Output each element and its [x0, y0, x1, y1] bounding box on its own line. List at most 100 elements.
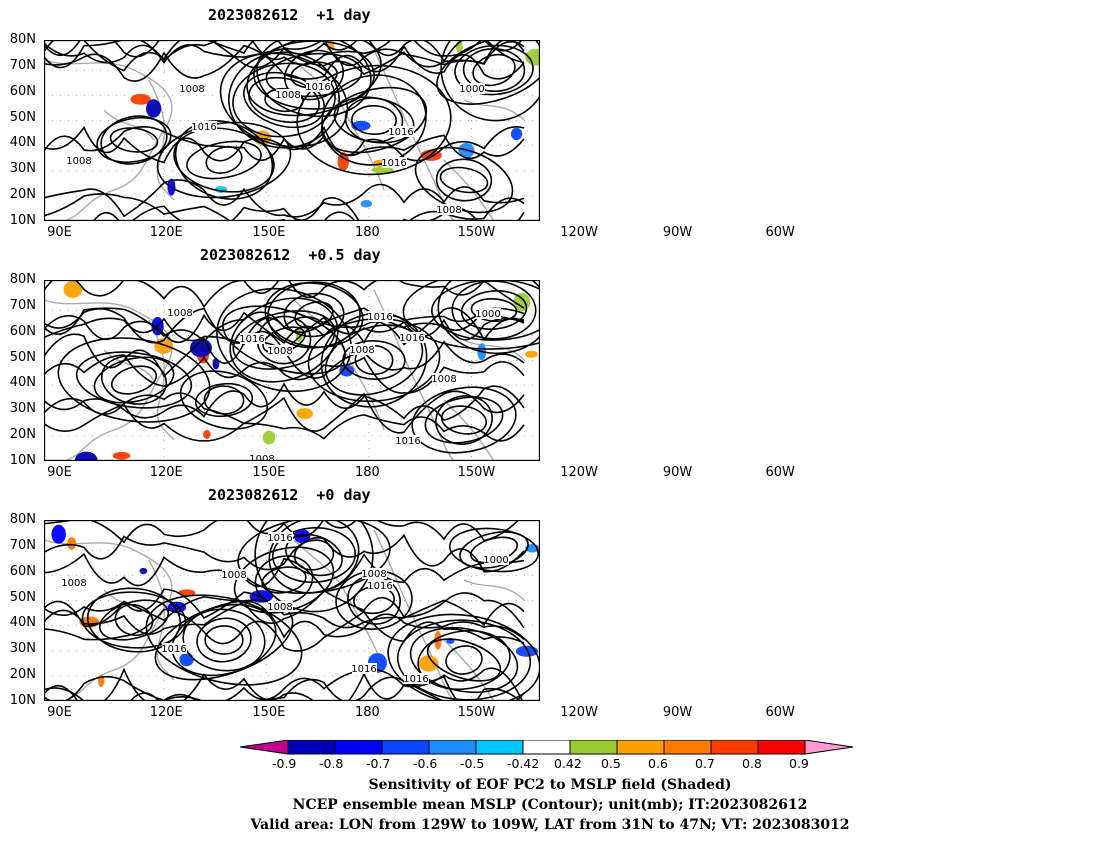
mslp-isobar: [271, 527, 357, 583]
lon-tick-label: 150W: [457, 225, 496, 240]
colorbar-tick-label: -0.6: [413, 756, 438, 771]
lat-tick-label: 50N: [9, 109, 36, 125]
shading-patch: [339, 364, 355, 377]
colorbar-swatch: [710, 740, 759, 755]
mslp-isobar: [44, 672, 525, 701]
lon-tick-label: 120E: [149, 465, 183, 480]
colorbar-swatch: [757, 740, 806, 755]
lon-tick-label: 90W: [662, 465, 693, 480]
shading-patch: [51, 524, 66, 544]
mslp-isobar: [296, 64, 452, 176]
mslp-isobar: [44, 675, 522, 701]
contour-label: 1008: [436, 205, 461, 216]
contour-label: 1016: [305, 82, 330, 93]
sensitivity-shading: [63, 280, 538, 461]
lon-tick-label: 90E: [47, 705, 72, 720]
mslp-isobar: [44, 125, 525, 164]
contour-label: 1016: [367, 312, 392, 323]
shading-patch: [67, 537, 77, 550]
shading-patch: [146, 99, 162, 118]
mslp-isobar: [283, 292, 345, 338]
mslp-isobar: [93, 356, 175, 404]
colorbar-tick-label: -0.42: [507, 756, 540, 771]
colorbar-tick-label: 0.7: [695, 756, 715, 771]
contour-label: 1008: [431, 374, 456, 385]
mslp-isobar: [402, 280, 540, 350]
mslp-isobar: [411, 386, 517, 454]
lat-tick-label: 70N: [9, 57, 36, 73]
contour-label: 1016: [367, 581, 392, 592]
contour-label: 1016: [399, 333, 424, 344]
mslp-isobar: [460, 290, 528, 330]
colorbar-tick-label: 0.9: [789, 756, 809, 771]
contour-label: 1016: [403, 674, 428, 685]
lat-tick-label: 60N: [9, 83, 36, 99]
map-frame: [44, 280, 540, 461]
contour-label: 1016: [267, 533, 292, 544]
mslp-isobar: [267, 281, 361, 349]
colorbar-swatch: [428, 740, 477, 755]
mslp-isobar: [459, 531, 529, 569]
mslp-isobar: [445, 645, 483, 675]
contour-label: 1008: [249, 454, 274, 461]
panel-title-2: 2023082612 +0.5 day: [200, 246, 381, 264]
mslp-isobar: [44, 667, 524, 701]
lon-tick-label: 150W: [457, 465, 496, 480]
lat-tick-label: 50N: [9, 349, 36, 365]
mslp-isobar: [44, 589, 525, 629]
mslp-isobar: [44, 40, 525, 66]
mslp-isobar: [174, 120, 274, 200]
colorbar-tick-label: -0.9: [272, 756, 297, 771]
lon-tick-label: 120W: [560, 225, 598, 240]
lat-tick-label: 40N: [9, 375, 36, 391]
mslp-isobar: [196, 617, 252, 663]
contour-label: 1016: [388, 127, 413, 138]
shading-patch: [63, 280, 83, 298]
lon-tick-label: 90W: [662, 705, 693, 720]
mslp-isobar: [435, 158, 493, 202]
sensitivity-shading: [130, 41, 540, 208]
lat-tick-label: 50N: [9, 589, 36, 605]
contour-label: 1000: [459, 84, 484, 95]
lat-tick-label: 80N: [9, 512, 36, 527]
shading-patch: [112, 451, 131, 460]
colorbar-arrow-right: [804, 740, 854, 755]
mslp-isobar: [320, 86, 428, 154]
mslp-isobar: [431, 280, 540, 341]
colorbar-swatch: [334, 740, 383, 755]
lon-tick-label: 90E: [47, 465, 72, 480]
mslp-isobar: [110, 365, 158, 395]
contour-label: 1000: [483, 555, 508, 566]
mslp-isobar: [204, 625, 244, 655]
colorbar-swatch: [663, 740, 712, 755]
contour-label: 1016: [161, 644, 186, 655]
lat-tick-label: 70N: [9, 297, 36, 313]
mslp-isobar: [437, 280, 540, 355]
lon-tick-label: 180: [354, 705, 380, 720]
mslp-isobar: [156, 121, 292, 199]
lon-tick-label: 90E: [47, 225, 72, 240]
mslp-isobar: [44, 608, 525, 652]
mslp-isobar: [44, 354, 525, 394]
colorbar-tick-label: -0.5: [460, 756, 485, 771]
shading-patch: [262, 430, 276, 445]
mslp-isobar: [44, 600, 525, 640]
map-panel-1: 1008 1008 1016 1008 1016 1000 1016 1016 1008: [44, 40, 540, 221]
mslp-isobar: [261, 566, 307, 594]
shading-patch: [418, 655, 439, 672]
colorbar-swatch: [616, 740, 665, 755]
contour-label: 1008: [275, 90, 300, 101]
mslp-contours: [44, 280, 540, 454]
lat-tick-label: 40N: [9, 615, 36, 631]
shading-patch: [525, 48, 540, 66]
lat-tick-label: 30N: [9, 401, 36, 417]
lat-tick-label: 10N: [9, 213, 36, 228]
mslp-isobar: [229, 297, 339, 383]
mslp-isobar: [237, 520, 391, 594]
mslp-isobar: [350, 104, 398, 136]
colorbar-swatch: [381, 740, 430, 755]
lat-tick-label: 40N: [9, 135, 36, 151]
panel-title-3: 2023082612 +0 day: [208, 486, 371, 504]
lat-tick-label: 60N: [9, 323, 36, 339]
